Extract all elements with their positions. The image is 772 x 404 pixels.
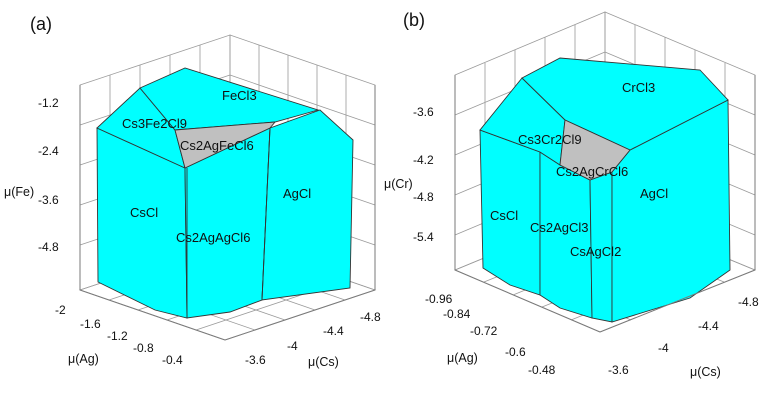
phase-label: CsCl	[490, 208, 518, 223]
phase-label: Cs2AgAgCl6	[176, 230, 250, 245]
panel-b-frame	[454, 75, 756, 333]
left-tick: -1.6	[80, 317, 101, 331]
left-tick: -0.4	[162, 353, 183, 367]
right-axis-label: μ(Cs)	[690, 365, 721, 379]
z-tick: -4.2	[413, 153, 434, 167]
z-tick: -4.8	[38, 240, 59, 254]
right-tick: -4.4	[698, 319, 719, 333]
z-tick: -2.4	[38, 144, 59, 158]
right-tick: -4	[287, 339, 298, 353]
face-fecl3-a	[139, 67, 320, 131]
right-axis-label: μ(Cs)	[308, 355, 339, 369]
left-tick: -2	[55, 303, 66, 317]
panel-label: (a)	[30, 14, 52, 34]
z-axis-label: μ(Fe)	[4, 185, 34, 199]
panel-b-polyhedron	[479, 57, 731, 323]
phase-label: Cs3Cr2Cl9	[518, 132, 582, 147]
z-tick: -4.8	[413, 190, 434, 204]
right-tick: -4.4	[323, 324, 344, 338]
left-axis-label: μ(Ag)	[447, 351, 478, 365]
left-axis-label: μ(Ag)	[68, 352, 99, 366]
phase-label: CrCl3	[622, 80, 655, 95]
panel-a-polyhedron	[96, 67, 354, 319]
face-agcl-a	[261, 109, 354, 301]
panel-label: (b)	[403, 10, 425, 30]
left-tick: -1.2	[107, 329, 128, 343]
phase-label: Cs2AgCl3	[530, 220, 589, 235]
right-tick: -3.6	[608, 363, 629, 377]
left-tick: -0.72	[470, 324, 498, 338]
phase-label: CsCl	[130, 205, 158, 220]
right-tick: -4.8	[360, 310, 381, 324]
phase-label: Cs3Fe2Cl9	[122, 116, 187, 131]
z-tick: -1.2	[38, 96, 59, 110]
left-tick: -0.8	[133, 341, 154, 355]
phase-label: Cs2AgCrCl6	[556, 164, 628, 179]
z-axis-label: μ(Cr)	[384, 177, 413, 191]
phase-label: CsAgCl2	[570, 244, 621, 259]
panel-a-frame	[79, 85, 376, 341]
left-tick: -0.84	[443, 307, 471, 321]
left-tick: -0.48	[528, 363, 556, 377]
panel-a: FeCl3 Cs3Fe2Cl9 Cs2AgFeCl6 CsCl AgCl Cs2…	[4, 14, 381, 369]
phase-label: AgCl	[283, 186, 311, 201]
left-tick: -0.96	[425, 292, 453, 306]
right-tick: -4.8	[738, 295, 759, 309]
z-tick: -3.6	[413, 105, 434, 119]
face-cs2agcrcl6-b	[559, 119, 631, 181]
z-tick: -3.6	[38, 193, 59, 207]
left-tick: -0.6	[505, 345, 526, 359]
phase-label: Cs2AgFeCl6	[180, 138, 254, 153]
z-tick: -5.4	[413, 230, 434, 244]
right-tick: -3.6	[245, 353, 266, 367]
phase-label: FeCl3	[222, 88, 257, 103]
phase-label: AgCl	[640, 186, 668, 201]
panel-b: CrCl3 Cs3Cr2Cl9 Cs2AgCrCl6 AgCl CsCl Cs2…	[384, 10, 759, 379]
right-tick: -4	[658, 341, 669, 355]
